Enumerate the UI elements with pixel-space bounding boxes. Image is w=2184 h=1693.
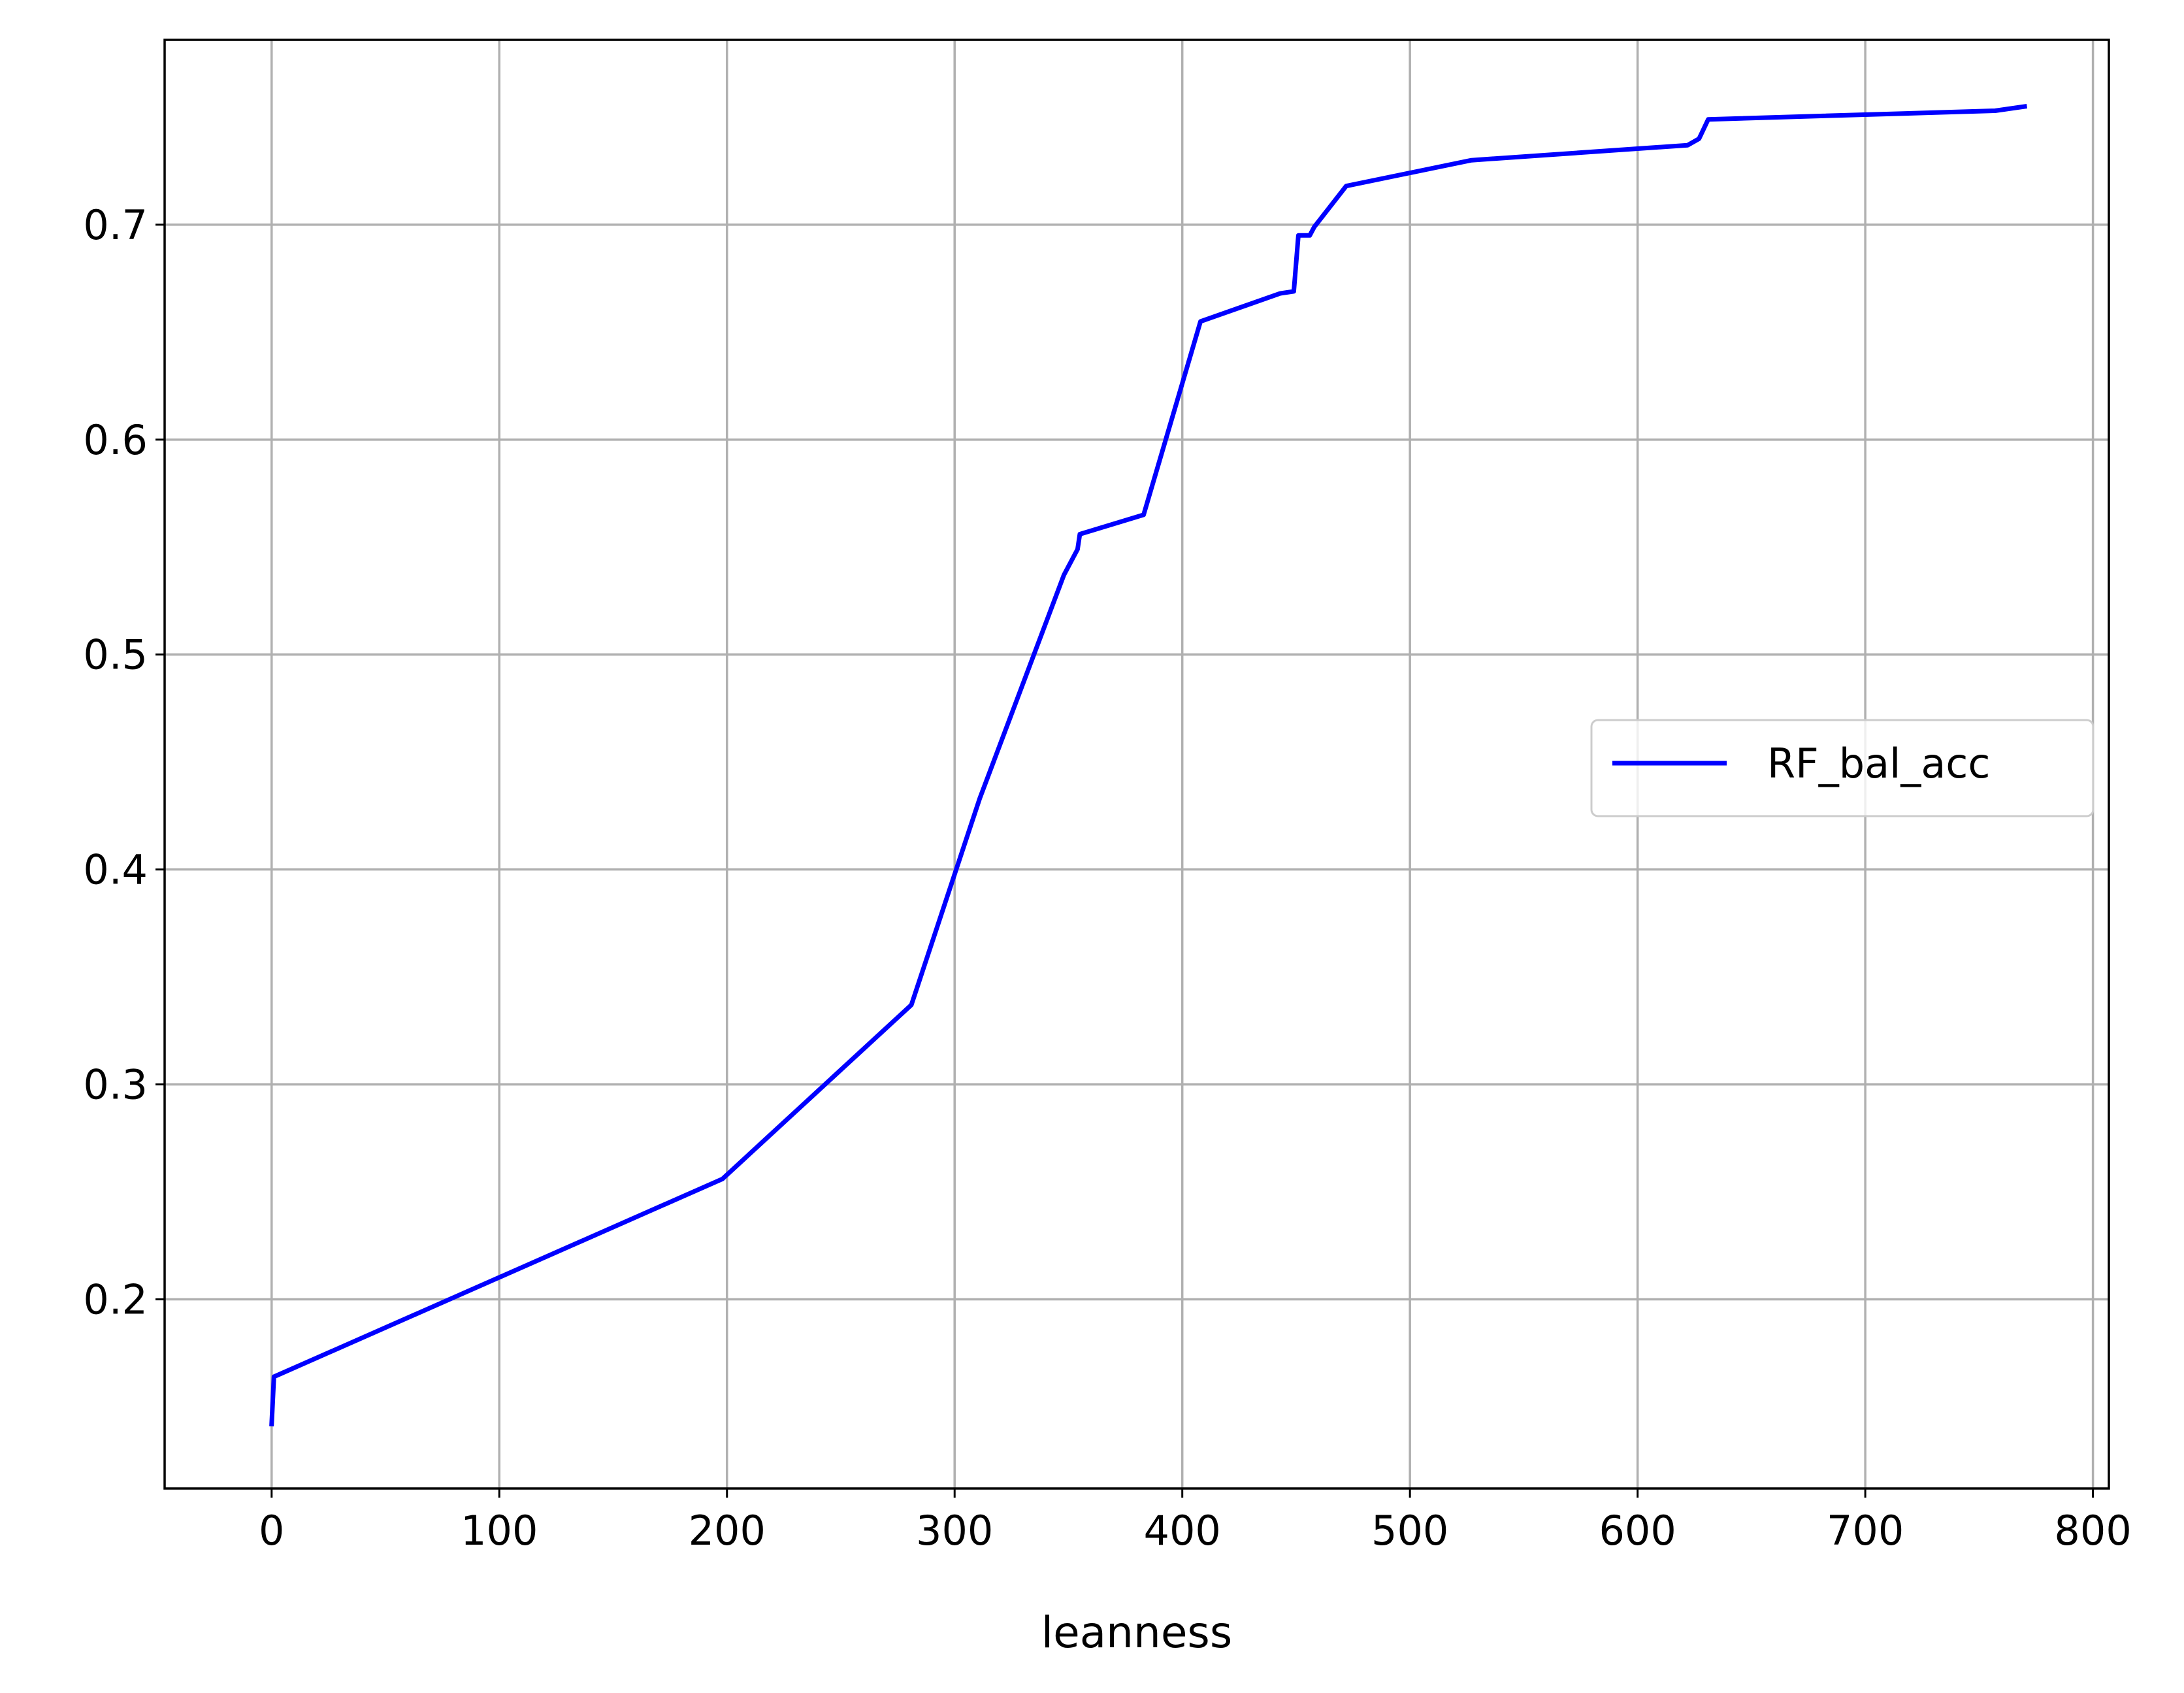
y-tick-label: 0.3 [83,1061,148,1109]
grid [165,40,2109,1488]
x-tick-label: 600 [1599,1507,1676,1554]
y-tick-label: 0.2 [83,1276,148,1324]
legend-label-rf-bal-acc: RF_bal_acc [1767,740,1990,787]
plot-frame [163,39,2110,1490]
x-axis-label: leanness [1041,1607,1232,1658]
x-tick-label: 500 [1371,1507,1448,1554]
x-tick-label: 100 [461,1507,538,1554]
legend: RF_bal_acc [1590,719,2094,817]
x-tick-label: 800 [2054,1507,2131,1554]
x-axis: 0 100 200 300 400 500 600 700 800 [259,1488,2132,1554]
y-tick-label: 0.4 [83,846,148,894]
legend-box [1590,719,2094,817]
x-tick-label: 300 [916,1507,993,1554]
y-tick-label: 0.7 [83,201,148,249]
y-tick-label: 0.6 [83,416,148,464]
y-tick-label: 0.5 [83,631,148,679]
y-axis: 0.2 0.3 0.4 0.5 0.6 0.7 [83,201,165,1324]
series-line-rf-bal-acc [269,104,2028,1426]
x-tick-label: 0 [259,1507,284,1554]
x-tick-label: 400 [1144,1507,1221,1554]
x-tick-label: 200 [689,1507,766,1554]
x-tick-label: 700 [1827,1507,1904,1554]
series-layer [269,104,2028,1426]
